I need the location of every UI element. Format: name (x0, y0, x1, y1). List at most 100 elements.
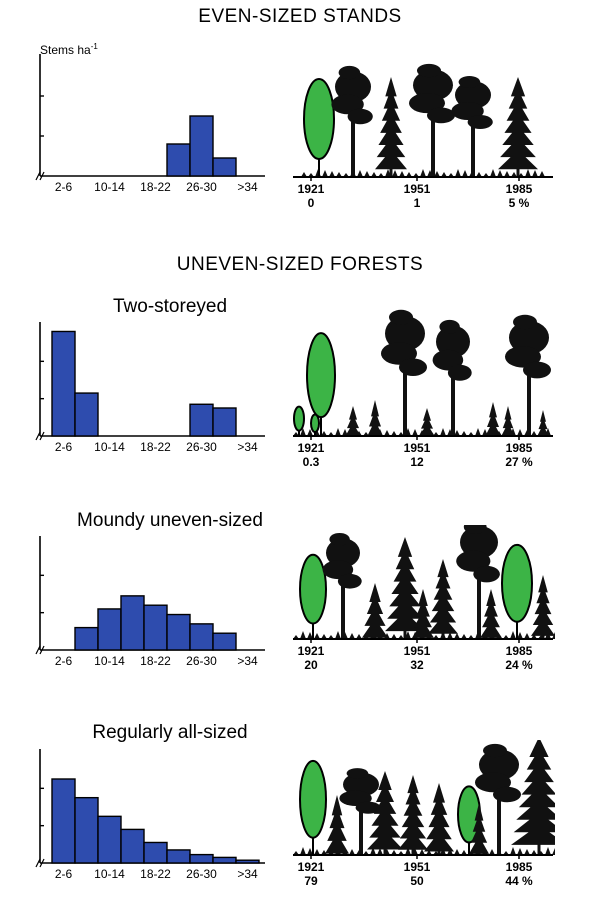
year-label: 1921 (298, 860, 325, 874)
x-tick-label: 10-14 (94, 180, 125, 194)
conifer-tree (501, 406, 515, 437)
conifer-tree (412, 589, 434, 639)
x-tick-label: 2-6 (55, 654, 73, 668)
pine-tree (381, 309, 427, 436)
share-value: 0 (308, 196, 315, 210)
histogram-bar-2-6 (51, 778, 76, 864)
x-tick-label: >34 (237, 867, 258, 881)
pine-tree (339, 768, 381, 855)
histogram-bar-26-30 (189, 115, 214, 177)
two-storeyed-title: Two-storeyed (112, 296, 228, 317)
share-value: 20 (304, 658, 318, 670)
conifer-tree (385, 537, 425, 639)
x-tick-label: 18-22 (140, 440, 171, 454)
ground-vegetation (301, 169, 545, 177)
x-tick-label: 2-6 (55, 440, 73, 454)
pine-tree (322, 532, 362, 639)
share-value: 0.3 (303, 455, 320, 468)
broadleaf-tree (293, 405, 305, 436)
pine-tree (331, 65, 373, 177)
histogram-regularly-all-sized: 2-6 10-14 18-22 26-30 >34 (35, 749, 265, 881)
year-label: 1921 (298, 182, 325, 196)
year-label: 1951 (404, 860, 431, 874)
moundy-uneven-title: Moundy uneven-sized (77, 510, 263, 531)
histogram-two-storeyed: 2-6 10-14 18-22 26-30 >34 (35, 322, 265, 454)
conifer-tree (419, 408, 435, 437)
axis-break-mark (35, 645, 45, 655)
axis-break-mark (35, 431, 45, 441)
histogram-bar-22-26 (166, 613, 191, 651)
share-value: 27 % (505, 455, 533, 468)
x-tick-label: 18-22 (140, 654, 171, 668)
histogram-bar-18-22 (143, 841, 168, 864)
x-tick-label: 2-6 (55, 180, 73, 194)
x-tick-label: 10-14 (94, 867, 125, 881)
histogram-bar-14-18 (120, 828, 145, 864)
share-value: 32 (410, 658, 424, 670)
broadleaf-tree (299, 553, 327, 639)
histogram-bar-6-10 (74, 796, 99, 864)
histogram-bar-30-34 (212, 632, 237, 651)
conifer-tree (367, 400, 383, 437)
stand-illustration-regular: 1921 1951 1985 79 50 44 % (293, 740, 555, 888)
conifer-tree (498, 77, 538, 177)
histogram-bar-26-30 (189, 853, 214, 864)
year-label: 1921 (298, 441, 325, 455)
x-tick-label: 2-6 (55, 867, 73, 881)
histogram-bar-6-10 (74, 392, 99, 437)
year-label: 1951 (404, 441, 431, 455)
histogram-bar-22-26 (166, 143, 191, 177)
histogram-bar-26-30 (189, 623, 214, 651)
conifer-tree (480, 589, 502, 639)
regularly-all-sized-title: Regularly all-sized (92, 722, 248, 743)
conifer-tree (428, 559, 458, 639)
stand-illustration-moundy: 1921 1951 1985 20 32 24 % (293, 525, 555, 670)
histogram-even-sized: 2-6 10-14 18-22 26-30 >34 (35, 54, 265, 194)
x-tick-label: 10-14 (94, 440, 125, 454)
histogram-bar-30-34 (212, 856, 237, 864)
conifer-tree (424, 783, 454, 855)
x-tick-label: 18-22 (140, 180, 171, 194)
x-tick-label: 26-30 (186, 867, 217, 881)
pine-tree (475, 743, 521, 855)
histogram-bar-30-34 (212, 157, 237, 177)
stand-illustration-even: 1921 1951 1985 0 1 5 % (293, 63, 553, 210)
year-label: 1951 (404, 644, 431, 658)
x-tick-label: >34 (237, 180, 258, 194)
x-tick-label: 26-30 (186, 180, 217, 194)
share-value: 44 % (505, 874, 533, 888)
year-label: 1951 (404, 182, 431, 196)
conifer-tree (362, 583, 388, 639)
year-label: 1985 (506, 441, 533, 455)
share-value: 24 % (505, 658, 533, 670)
conifer-tree (345, 406, 361, 437)
histogram-bar-22-26 (166, 849, 191, 864)
conifer-tree (325, 795, 349, 855)
x-tick-label: 26-30 (186, 654, 217, 668)
histogram-bar-26-30 (189, 403, 214, 437)
histogram-moundy-uneven: 2-6 10-14 18-22 26-30 >34 (35, 536, 265, 668)
broadleaf-tree (306, 332, 336, 436)
x-tick-label: 10-14 (94, 654, 125, 668)
year-label: 1985 (506, 644, 533, 658)
share-value: 12 (410, 455, 424, 468)
histogram-bar-2-6 (51, 330, 76, 437)
x-tick-label: >34 (237, 654, 258, 668)
broadleaf-tree (310, 413, 320, 436)
broadleaf-tree (303, 78, 335, 177)
year-label: 1921 (298, 644, 325, 658)
pine-tree (456, 525, 500, 639)
histogram-bar-10-14 (97, 815, 122, 864)
pine-tree (505, 314, 551, 436)
conifer-tree (398, 775, 428, 855)
histogram-bar->34 (235, 859, 260, 864)
histogram-bar-14-18 (120, 595, 145, 651)
histogram-bar-18-22 (143, 604, 168, 651)
x-tick-label: >34 (237, 440, 258, 454)
share-value: 5 % (509, 196, 530, 210)
pine-tree (409, 63, 455, 177)
axis-break-mark (35, 858, 45, 868)
axis-break-mark (35, 171, 45, 181)
conifer-tree (485, 402, 501, 437)
x-tick-label: 18-22 (140, 867, 171, 881)
